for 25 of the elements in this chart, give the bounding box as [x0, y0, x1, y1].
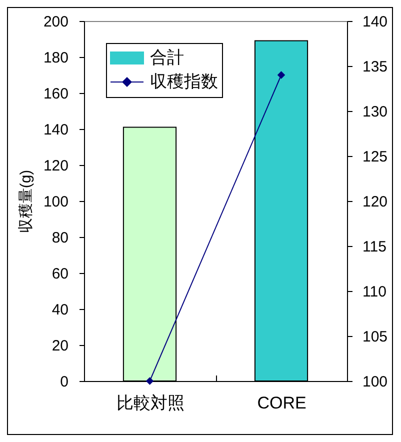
x-tick-label: CORE [257, 394, 306, 412]
y2-tick-label: 135 [362, 58, 388, 76]
y-tick-label: 200 [43, 14, 68, 30]
y2-tick-label: 130 [362, 104, 388, 120]
y-tick-label: 100 [43, 194, 68, 210]
y2-tick-label: 140 [362, 14, 388, 30]
y-axis-title: 収穫量(g) [17, 170, 34, 234]
y-tick-label: 40 [52, 302, 68, 318]
y2-tick-label: 105 [362, 328, 388, 346]
y-tick-label: 80 [52, 230, 68, 246]
legend-label: 合計 [150, 48, 184, 67]
y-tick-label: 180 [43, 50, 68, 66]
y-tick-label: 0 [60, 374, 68, 390]
y2-tick-label: 125 [362, 148, 388, 166]
y2-tick-label: 110 [362, 284, 386, 300]
y2-tick-label: 120 [362, 194, 388, 210]
y-tick-label: 20 [52, 338, 68, 354]
y-tick-label: 160 [43, 86, 68, 102]
y-tick-label: 60 [52, 266, 68, 282]
y2-tick-label: 100 [362, 374, 388, 390]
x-tick-label: 比較対照 [116, 394, 184, 412]
y-tick-label: 140 [43, 122, 68, 138]
y-tick-label: 120 [43, 158, 68, 174]
legend-label: 収穫指数 [150, 72, 218, 91]
y2-tick-label: 115 [362, 238, 386, 256]
